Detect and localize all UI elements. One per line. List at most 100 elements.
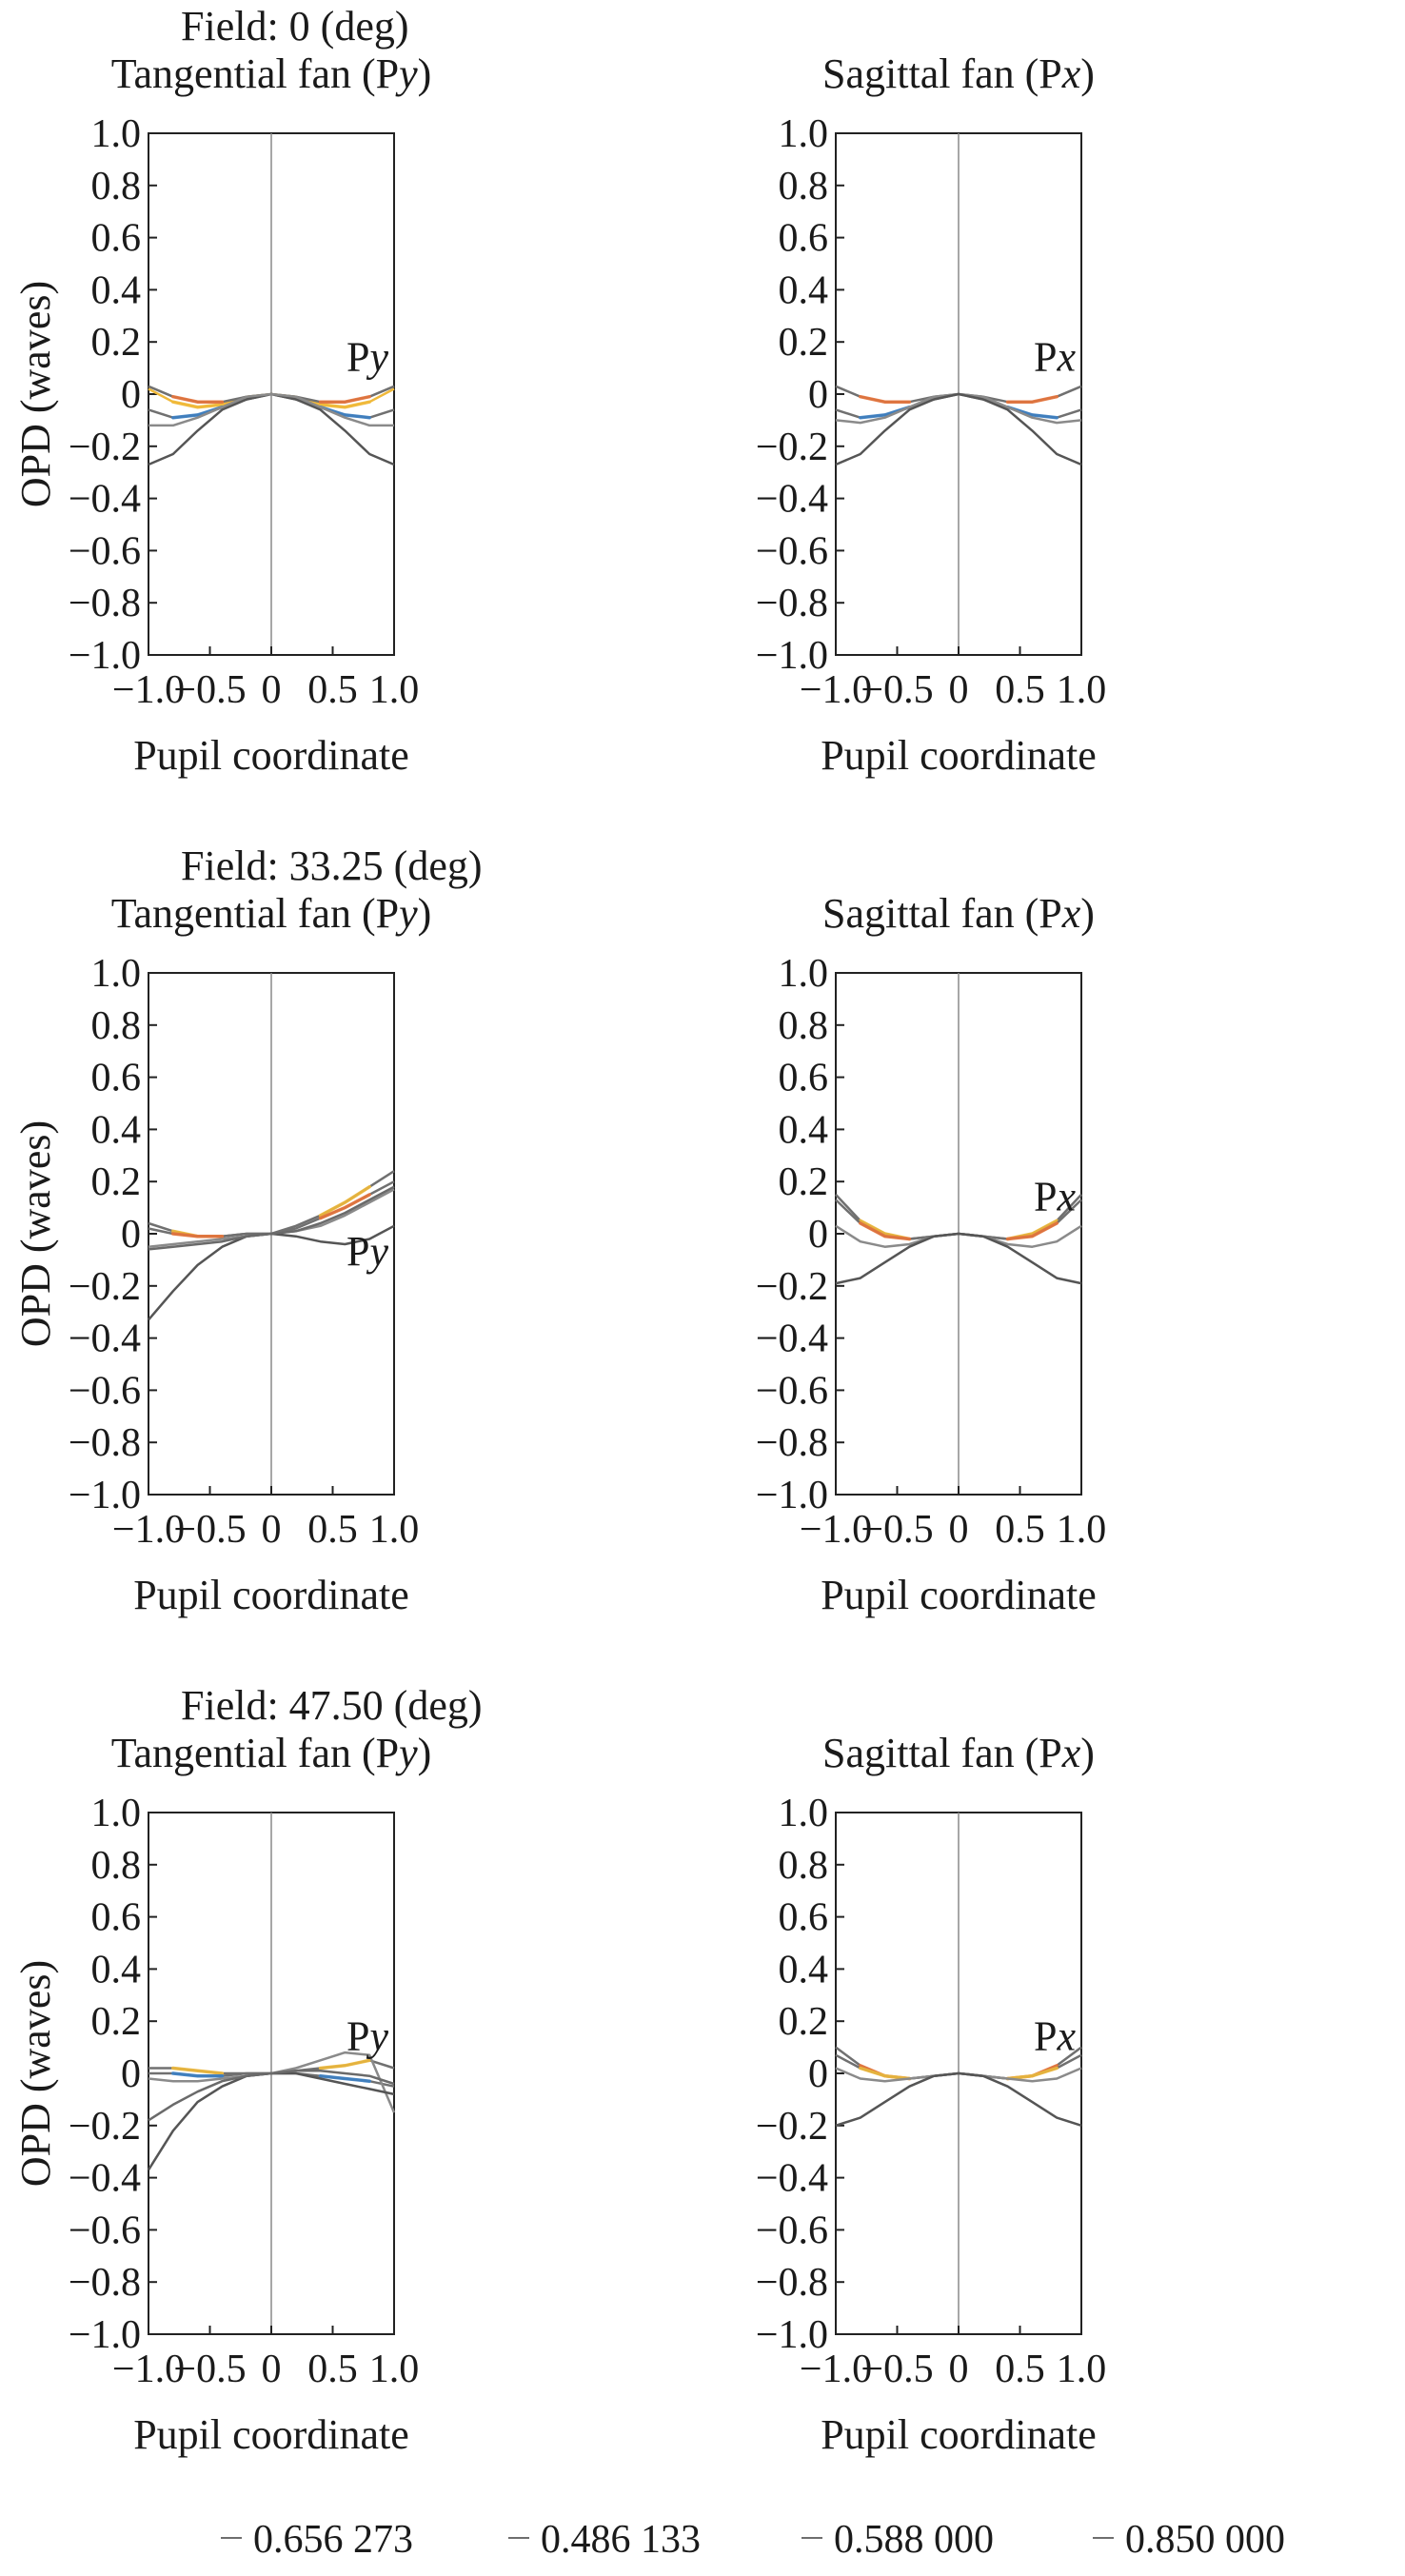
fan-label: Py [346,2012,388,2059]
y-tick-label: −0.2 [756,2105,828,2149]
series-highlight [171,2066,225,2075]
y-tick-label: −0.2 [69,2105,141,2149]
y-tick-label: 0.4 [91,1948,142,1991]
x-tick-label: −1.0 [112,2348,185,2391]
y-axis-label: OPD (waves) [12,1960,59,2187]
x-tick-label: 1.0 [369,2348,420,2391]
x-tick-label: 0 [949,1508,969,1552]
y-tick-label: −0.6 [756,2209,828,2252]
y-tick-label: 1.0 [779,112,829,156]
panel-title: Sagittal fan (Px) [822,50,1095,97]
panel-title: Sagittal fan (Px) [822,1730,1095,1776]
x-axis-label: Pupil coordinate [133,2411,409,2458]
y-tick-label: 0 [808,2052,828,2096]
x-tick-label: 1.0 [1057,668,1107,712]
y-tick-label: 0 [808,1213,828,1257]
field-label: Field: 47.50 (deg) [181,1682,483,1729]
y-tick-label: 1.0 [91,112,142,156]
y-tick-label: 0.8 [91,165,142,208]
y-tick-label: 0.6 [779,1057,829,1100]
y-tick-label: 0.8 [779,165,829,208]
series-highlight [171,2071,225,2078]
y-tick-label: 0.6 [91,1896,142,1940]
y-tick-label: 0.2 [779,2000,829,2044]
series-highlight [1005,1221,1059,1241]
y-axis-label: OPD (waves) [12,281,59,507]
field-label: Field: 33.25 (deg) [181,842,483,889]
y-axis-label: OPD (waves) [12,1120,59,1347]
y-tick-label: 0.4 [91,1108,142,1152]
y-tick-label: 0.4 [779,268,829,312]
x-tick-label: −1.0 [800,1508,872,1552]
x-tick-label: 0 [262,668,282,712]
y-tick-label: −0.8 [756,1421,828,1465]
x-axis-label: Pupil coordinate [821,732,1097,779]
y-tick-label: −1.0 [69,2313,141,2357]
field-group: Field: 0 (deg)Tangential fan (Py) 1.0 0.8 0… [12,3,1106,779]
panel-title: Sagittal fan (Px) [822,890,1095,937]
series-line [148,392,394,427]
series-highlight [859,1221,912,1241]
series-highlight [318,1193,371,1220]
y-tick-label: −0.4 [69,2157,141,2201]
field-label: Field: 0 (deg) [181,3,409,50]
y-tick-label: −1.0 [69,1474,141,1517]
y-tick-label: −0.8 [69,582,141,625]
y-tick-label: −1.0 [756,2313,828,2357]
x-tick-label: −0.5 [173,2348,246,2391]
y-tick-label: 1.0 [91,952,142,996]
series-line [148,1185,395,1251]
y-tick-label: −0.8 [69,2261,141,2305]
y-tick-label: −0.2 [756,1265,828,1309]
fan-label: Px [1034,2012,1076,2059]
series-highlight [1005,2066,1059,2081]
y-tick-label: 0.6 [779,217,829,261]
y-tick-label: 0.6 [91,217,142,261]
y-tick-label: 0.8 [779,1004,829,1048]
x-tick-label: 0.5 [307,668,358,712]
y-tick-label: 0.6 [91,1057,142,1100]
y-tick-label: −1.0 [756,1474,828,1517]
series-line [835,1232,1082,1285]
y-tick-label: 0.8 [91,1844,142,1888]
x-tick-label: −1.0 [112,1508,185,1552]
y-tick-label: 0 [121,373,141,417]
series-highlight [318,1184,371,1218]
x-tick-label: 1.0 [369,1508,420,1552]
series-highlight [171,394,225,404]
x-tick-label: 0.5 [995,2348,1045,2391]
legend: 0.656 273 0.486 133 0.588 000 0.850 000 [221,2518,1285,2562]
y-tick-label: −0.8 [69,1421,141,1465]
y-tick-label: −0.4 [69,478,141,522]
x-tick-label: −1.0 [800,668,872,712]
fan-label: Py [346,333,388,380]
series-highlight [318,2058,371,2071]
x-tick-label: −1.0 [112,668,185,712]
fan-label: Py [346,1228,388,1275]
x-tick-label: 0 [262,2348,282,2391]
y-tick-label: −0.6 [69,529,141,573]
fan-label: Px [1034,1173,1076,1219]
x-tick-label: −0.5 [861,2348,933,2391]
field-group: Field: 33.25 (deg)Tangential fan (Py) 1.0… [12,842,1106,1618]
series-highlight [171,400,225,409]
y-tick-label: 0.2 [91,321,142,365]
x-tick-label: 0 [262,1508,282,1552]
y-tick-label: 0.2 [91,2000,142,2044]
y-tick-label: 1.0 [779,1792,829,1835]
fan-panel: Tangential fan (Py) 1.0 0.8 0.6 0.4 0.2 0 −0.2 −… [12,1730,431,2458]
y-tick-label: 1.0 [779,952,829,996]
x-tick-label: −0.5 [173,1508,246,1552]
series-highlight [859,2066,912,2081]
x-axis-label: Pupil coordinate [821,2411,1097,2458]
fan-panel: Sagittal fan (Px) 1.0 0.8 0.6 0.4 0.2 0 −0.2 −0.… [756,1730,1106,2458]
y-tick-label: 1.0 [91,1792,142,1835]
y-tick-label: −0.8 [756,2261,828,2305]
legend-label: 0.588 000 [834,2518,994,2562]
x-tick-label: 0 [949,668,969,712]
x-tick-label: 1.0 [1057,2348,1107,2391]
y-tick-label: −0.4 [756,478,828,522]
x-axis-label: Pupil coordinate [821,1572,1097,1618]
y-tick-label: 0.4 [779,1108,829,1152]
legend-label: 0.656 273 [253,2518,413,2562]
